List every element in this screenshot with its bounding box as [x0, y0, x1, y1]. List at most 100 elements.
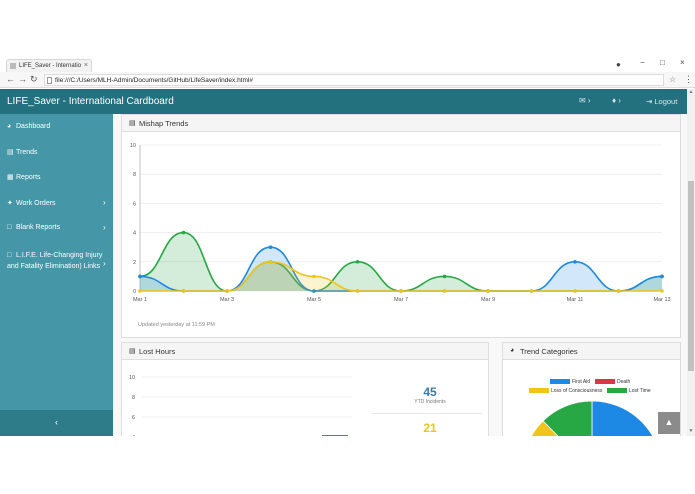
x-tick-label: Mar 11 [567, 297, 584, 303]
close-window-button[interactable]: × [680, 58, 685, 67]
scroll-thumb[interactable] [688, 181, 694, 371]
legend-swatch [550, 379, 570, 384]
sidebar-item-trends[interactable]: ▤ Trends [7, 148, 38, 156]
forward-arrow-icon[interactable]: → [18, 74, 27, 84]
y-tick-label: 4 [133, 231, 136, 237]
legend-label: Death [617, 379, 631, 385]
logout-link[interactable]: ⇥ Logout [646, 97, 677, 106]
user-profile-icon[interactable]: ● [616, 60, 621, 69]
scroll-down-arrow-icon[interactable]: ▼ [688, 428, 694, 434]
series-area [140, 247, 662, 291]
browser-menu-icon[interactable]: ⋮ [684, 74, 693, 84]
panel-heading: ◕ Trend Categories [503, 343, 680, 360]
pie-slice-loss-of-consciousness[interactable] [525, 420, 592, 436]
sidebar-item-label: Blank Reports [16, 224, 60, 231]
minimize-button[interactable]: − [640, 58, 645, 67]
y-tick-label: 6 [132, 415, 135, 421]
legend-label: Lost Time [629, 388, 651, 394]
y-tick-label: 2 [133, 260, 136, 266]
panel-title: Lost Hours [139, 347, 176, 356]
sidebar-item-label-line2: and Fatality Elimination) Links [7, 263, 100, 270]
divider [372, 413, 482, 414]
chevron-right-icon: › [103, 198, 106, 207]
scroll-to-top-button[interactable]: ▲ [658, 412, 680, 434]
data-point [181, 289, 186, 293]
browser-tab[interactable]: LIFE_Saver - Internatio × [6, 59, 92, 72]
sidebar-item-work-orders[interactable]: ✦ Work Orders [7, 199, 56, 207]
chevron-right-icon: › [103, 223, 106, 232]
data-point [660, 289, 664, 293]
app-header: LIFE_Saver - International Cardboard ✉ ›… [0, 89, 695, 114]
address-toolbar: ← → ↻ file:///C:/Users/MLH-Admin/Documen… [0, 72, 695, 88]
sidebar-item-label: Dashboard [16, 123, 51, 130]
tab-close-icon[interactable]: × [83, 62, 88, 69]
scroll-up-arrow-icon[interactable]: ▲ [688, 89, 694, 95]
data-point [312, 289, 316, 293]
bookmark-star-icon[interactable]: ☆ [669, 75, 677, 84]
data-point [486, 289, 490, 293]
maximize-button[interactable]: □ [660, 58, 665, 67]
sidebar-item-dashboard[interactable]: ◕ Dashboard [7, 123, 50, 130]
legend-swatch [595, 379, 615, 384]
stat-value-incidents: 45 [423, 385, 437, 399]
tab-title: LIFE_Saver - Internatio [19, 63, 82, 69]
envelope-icon[interactable]: ✉ › [579, 96, 591, 105]
bar-chart-icon: ▤ [129, 348, 136, 355]
data-point [442, 274, 447, 279]
sidebar-collapse-button[interactable]: ‹ [0, 410, 113, 436]
x-tick-label: Mar 13 [653, 297, 670, 303]
y-tick-label: 4 [132, 435, 135, 436]
sidebar: ◕ Dashboard ▤ Trends ▦ Reports ✦ Work Orders… [0, 114, 113, 436]
sidebar-item-reports[interactable]: ▦ Reports [7, 173, 41, 181]
x-tick-label: Mar 5 [307, 297, 321, 303]
reload-icon[interactable]: ↻ [30, 74, 38, 84]
stat-value-secondary: 21 [423, 421, 437, 435]
legend-swatch [529, 388, 549, 393]
x-tick-label: Mar 3 [220, 297, 234, 303]
data-point [355, 289, 360, 293]
pie-chart-icon: ◕ [510, 347, 515, 354]
back-arrow-icon[interactable]: ← [6, 74, 15, 84]
bell-icon[interactable]: ♦ › [612, 96, 621, 105]
tab-bar: LIFE_Saver - Internatio × [0, 56, 695, 72]
sidebar-item-label: Work Orders [16, 200, 56, 207]
bar [322, 435, 348, 436]
data-point [573, 260, 577, 264]
area-chart-icon: ▤ [129, 120, 136, 127]
sidebar-item-life-links[interactable]: □ L.I.F.E. Life-Changing Injury and Fatal… [7, 250, 102, 272]
lost-hours-chart[interactable]: 10 8 6 4 [122, 369, 352, 436]
data-point [268, 260, 273, 264]
panel-heading: ▤ Mishap Trends [122, 115, 680, 132]
series-area [140, 261, 662, 291]
main-content: ▤ Mishap Trends 0 2 4 6 8 10 Mar 1 Mar 3 Mar 5 Ma… [113, 114, 687, 436]
trend-categories-pie-chart[interactable] [503, 399, 682, 436]
mishap-trends-panel: ▤ Mishap Trends 0 2 4 6 8 10 Mar 1 Mar 3 Mar 5 Ma… [121, 114, 681, 338]
x-tick-label: Mar 9 [481, 297, 495, 303]
legend-label: First Aid [572, 379, 591, 385]
chart-icon: ▤ [7, 149, 14, 156]
panel-title: Mishap Trends [139, 119, 189, 128]
sidebar-item-blank-reports[interactable]: □ Blank Reports [7, 224, 60, 231]
x-tick-label: Mar 7 [394, 297, 408, 303]
chevron-up-icon: ▲ [664, 417, 674, 427]
data-point [268, 245, 273, 249]
legend-swatch [607, 388, 627, 393]
data-point [442, 289, 447, 293]
address-bar[interactable]: file:///C:/Users/MLH-Admin/Documents/Git… [44, 74, 664, 86]
file-icon: □ [7, 224, 12, 231]
page-scrollbar[interactable]: ▲ ▼ [687, 89, 695, 436]
y-tick-label: 0 [133, 289, 136, 295]
panel-title: Trend Categories [520, 347, 578, 356]
data-point [573, 289, 577, 293]
mishap-trends-chart[interactable]: 0 2 4 6 8 10 Mar 1 Mar 3 Mar 5 Mar 7 Mar 9 Mar 11 Ma… [122, 139, 682, 319]
dashboard-icon: ◕ [7, 123, 12, 130]
data-point [529, 289, 534, 293]
y-tick-label: 8 [132, 395, 135, 401]
pie-slice-first-aid[interactable] [591, 400, 662, 436]
y-tick-label: 8 [133, 172, 136, 178]
y-tick-label: 6 [133, 201, 136, 207]
trend-categories-panel: ◕ Trend Categories First Aid Death Loss … [502, 342, 681, 436]
data-point [138, 289, 142, 293]
legend-label: Loss of Consciousness [551, 388, 603, 394]
app-title[interactable]: LIFE_Saver - International Cardboard [7, 96, 174, 107]
